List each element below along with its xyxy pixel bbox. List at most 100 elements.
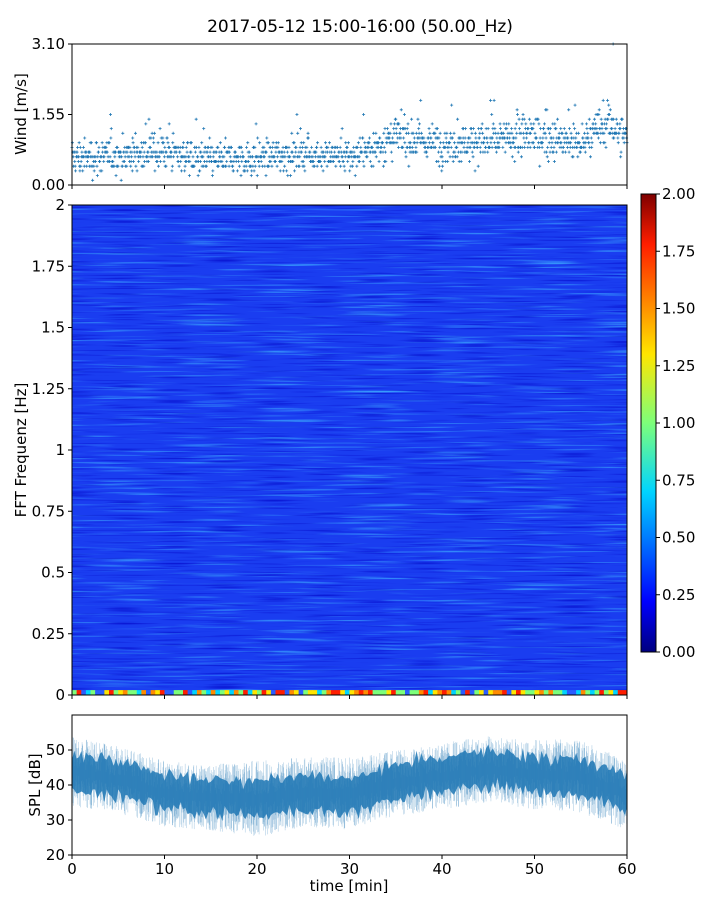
colorbar-tick-label: 0.50: [662, 529, 695, 547]
wind-point: [323, 155, 327, 159]
wind-point: [96, 155, 100, 159]
wind-point: [294, 150, 298, 154]
spectrogram-band-cell: [386, 690, 392, 695]
wind-point: [358, 160, 362, 163]
wind-point: [567, 108, 571, 112]
wind-point: [287, 145, 291, 149]
spectrogram-band-cell: [590, 690, 596, 695]
wind-point: [194, 117, 198, 121]
wind-point: [415, 150, 419, 154]
wind-point: [495, 136, 499, 140]
wind-point: [537, 145, 541, 149]
wind-point: [258, 141, 262, 145]
wind-point: [524, 122, 528, 126]
spectrogram-band-cell: [479, 690, 485, 695]
wind-point: [519, 155, 523, 159]
spl-xtick-label: 60: [617, 860, 636, 878]
wind-point: [374, 155, 378, 159]
wind-point: [552, 160, 556, 163]
wind-point: [531, 127, 535, 131]
wind-point: [574, 136, 578, 140]
spectrogram-band-cell: [460, 690, 466, 695]
wind-point: [405, 127, 409, 131]
wind-point: [476, 164, 480, 168]
wind-point: [353, 174, 357, 178]
wind-point: [82, 145, 86, 149]
wind-point: [211, 169, 215, 173]
wind-point: [399, 108, 403, 112]
spectrogram-band-cell: [261, 690, 267, 695]
spectrogram-band-cell: [474, 690, 480, 695]
spectrogram-band-cell: [349, 690, 355, 695]
spectrogram-ytick-label: 1.5: [41, 319, 65, 337]
spectrogram-band-cell: [585, 690, 591, 695]
wind-point: [385, 141, 389, 145]
wind-point: [596, 136, 600, 140]
wind-point: [290, 131, 294, 135]
wind-point: [517, 117, 521, 121]
spectrogram-band-cell: [520, 690, 526, 695]
wind-point: [520, 122, 524, 126]
wind-point: [155, 160, 159, 163]
wind-point: [76, 160, 80, 163]
wind-point: [548, 127, 552, 131]
wind-point: [473, 169, 477, 173]
wind-point: [536, 117, 540, 121]
wind-point: [266, 141, 270, 145]
wind-point: [246, 141, 250, 145]
wind-point: [505, 127, 509, 131]
wind-point: [134, 164, 138, 168]
wind-point: [542, 122, 546, 126]
wind-point: [210, 174, 214, 178]
spectrogram-band-cell: [150, 690, 156, 695]
wind-point: [471, 127, 475, 131]
wind-point: [301, 160, 305, 163]
colorbar-tick-label: 1.75: [662, 242, 695, 260]
wind-point: [479, 127, 483, 131]
wind-point: [501, 145, 505, 149]
spectrogram-ytick-label: 1.75: [32, 257, 65, 275]
wind-point: [316, 141, 320, 145]
wind-point: [256, 136, 260, 140]
wind-point: [278, 169, 282, 173]
wind-point: [406, 131, 410, 135]
wind-point: [396, 145, 400, 149]
wind-point: [120, 164, 124, 168]
wind-point: [418, 122, 422, 126]
wind-point: [620, 117, 624, 121]
wind-point: [131, 141, 135, 145]
wind-point: [211, 155, 215, 159]
spectrogram-band-cell: [363, 690, 369, 695]
spectrogram-texture-dark: [72, 205, 627, 695]
spectrogram-band-cell: [372, 690, 378, 695]
wind-point: [245, 169, 249, 173]
figure-title: 2017-05-12 15:00-16:00 (50.00_Hz): [207, 17, 513, 37]
wind-point: [100, 141, 104, 145]
spectrogram-band-cell: [400, 690, 406, 695]
colorbar-tick-label: 0.25: [662, 586, 695, 604]
wind-point: [522, 136, 526, 140]
wind-point: [486, 127, 490, 131]
spectrogram-band-cell: [506, 690, 512, 695]
wind-point: [121, 131, 125, 135]
wind-point: [614, 117, 618, 121]
wind-point: [276, 145, 280, 149]
wind-point: [339, 136, 343, 140]
wind-point: [125, 164, 129, 168]
wind-point: [522, 117, 526, 121]
wind-point: [142, 164, 146, 168]
wind-point: [318, 160, 322, 163]
wind-point: [222, 155, 226, 159]
wind-point: [531, 141, 535, 145]
wind-point: [552, 150, 556, 154]
wind-point: [240, 150, 244, 154]
wind-point: [498, 122, 502, 126]
wind-point: [275, 164, 279, 168]
wind-point: [445, 131, 449, 135]
wind-point: [383, 150, 387, 154]
wind-point: [441, 141, 445, 145]
spectrogram-band-cell: [183, 690, 189, 695]
spectrogram-band-cell: [275, 690, 281, 695]
wind-point: [523, 141, 527, 145]
wind-point: [391, 136, 395, 140]
